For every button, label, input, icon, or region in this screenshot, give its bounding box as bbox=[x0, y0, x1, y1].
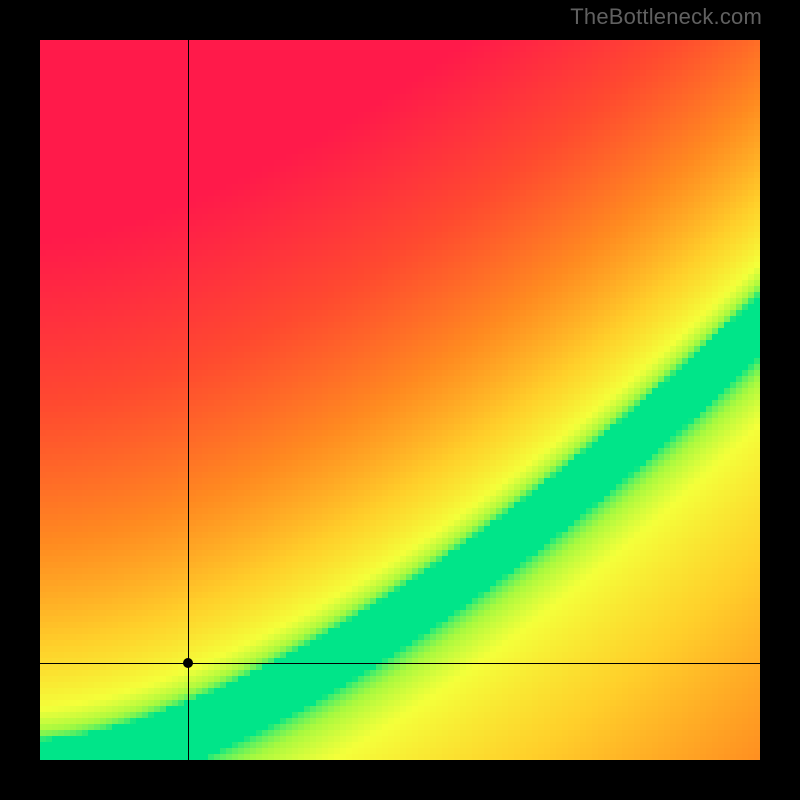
crosshair-marker bbox=[183, 658, 193, 668]
plot-area bbox=[40, 40, 760, 760]
crosshair-vertical bbox=[188, 40, 189, 760]
heatmap-canvas bbox=[40, 40, 760, 760]
chart-container: TheBottleneck.com bbox=[0, 0, 800, 800]
crosshair-horizontal bbox=[40, 663, 760, 664]
attribution-text: TheBottleneck.com bbox=[570, 4, 762, 30]
